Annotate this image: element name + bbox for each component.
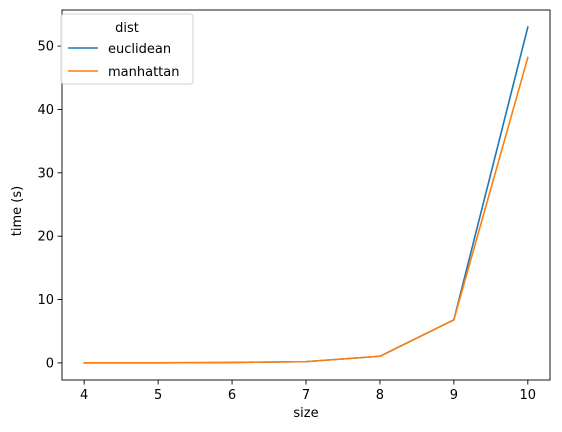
legend-label-manhattan: manhattan — [108, 65, 179, 80]
x-tick-label-9: 9 — [450, 388, 458, 403]
y-tick-label-30: 30 — [37, 166, 54, 181]
series-line-manhattan — [83, 56, 529, 364]
x-tick-label-7: 7 — [302, 388, 310, 403]
legend-box — [60, 13, 194, 85]
legend-label-euclidean: euclidean — [108, 42, 171, 57]
x-tick-label-4: 4 — [80, 388, 88, 403]
plot-area: 4 5 6 7 8 9 10 0 10 20 30 40 50 — [37, 9, 551, 403]
x-tick-label-6: 6 — [228, 388, 236, 403]
legend-title: dist — [115, 21, 139, 36]
y-tick-label-0: 0 — [46, 356, 54, 371]
y-axis-label: time (s) — [10, 186, 25, 236]
x-tick-label-10: 10 — [520, 388, 537, 403]
x-tick-label-8: 8 — [376, 388, 384, 403]
y-tick-label-50: 50 — [37, 40, 54, 55]
x-tick-label-5: 5 — [154, 388, 162, 403]
y-tick-label-20: 20 — [37, 230, 54, 245]
y-tick-label-10: 10 — [37, 293, 54, 308]
x-axis-label: size — [293, 406, 318, 421]
legend: dist euclidean manhattan — [60, 13, 194, 85]
y-tick-label-40: 40 — [37, 103, 54, 118]
